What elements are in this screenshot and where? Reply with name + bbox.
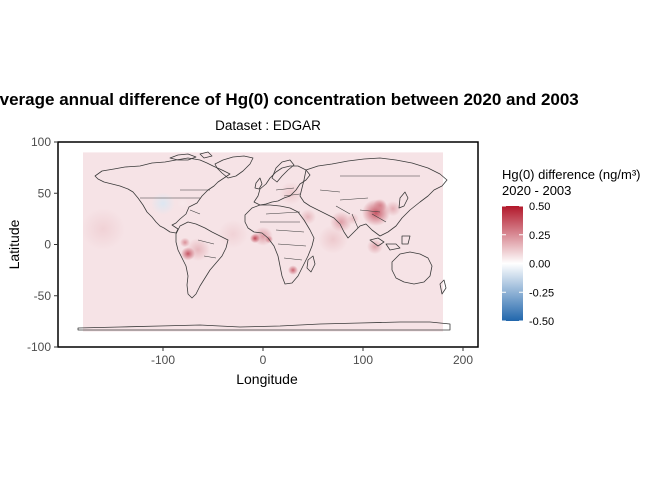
colorbar-tick-label: 0.50 (529, 201, 550, 213)
chart-title: Average annual difference of Hg(0) conce… (0, 90, 672, 114)
heatmap-hotspot (181, 247, 195, 261)
coastline-layer (77, 151, 451, 331)
y-tick-label: -50 (34, 289, 52, 303)
coastline-scandinavia (271, 159, 295, 183)
x-tick-label: 200 (453, 353, 473, 367)
coastline-indonesia (369, 235, 411, 251)
heatmap-hotspot (180, 237, 190, 248)
heatmap-hotspot (373, 198, 387, 213)
chart-subtitle: Dataset : EDGAR (215, 118, 321, 133)
colorbar-tick-label: -0.50 (529, 316, 554, 328)
x-tick-label: 0 (260, 353, 267, 367)
coastline-north-america (94, 157, 231, 234)
y-tick-label: 0 (44, 238, 51, 252)
heatmap-hotspot (385, 201, 401, 217)
heatmap-hotspot (300, 209, 316, 225)
colorbar-tick-label: -0.25 (529, 287, 554, 299)
heatmap-hotspot (250, 233, 260, 244)
x-tick-label: -100 (151, 353, 175, 367)
heatmap-hotspot (151, 192, 175, 215)
coastline-uk (254, 177, 263, 190)
heatmap-hotspot (279, 181, 303, 205)
coastline-greenland (214, 155, 254, 179)
colorbar-tick-label: 0.00 (529, 259, 550, 271)
x-axis-title: Longitude (236, 371, 298, 387)
heatmap-hotspot (318, 225, 348, 254)
colorbar-ticks: 0.50 0.25 0.00 -0.25 -0.50 (502, 201, 554, 328)
y-tick-label: -100 (27, 340, 51, 354)
y-axis-title: Latitude (6, 219, 22, 269)
colorbar (502, 206, 523, 321)
country-borders (140, 175, 420, 261)
coastline-japan (398, 191, 409, 209)
colorbar-tick-label: 0.25 (529, 230, 550, 242)
heatmap-hotspot (347, 213, 359, 225)
heatmap-hotspot (367, 238, 383, 255)
heatmap-layer (83, 152, 443, 332)
heatmap-hotspot (177, 197, 189, 210)
coastline-antarctica (77, 321, 451, 331)
coastline-asia (299, 157, 448, 239)
colorbar-title: Hg(0) difference (ng/m³) (502, 167, 641, 182)
heatmap-hotspot (288, 265, 298, 275)
heatmap-hotspot (83, 208, 125, 251)
coastline-australia (391, 251, 433, 285)
coastline-madagascar (306, 255, 316, 273)
axes: -100 0 100 200 -100 -50 0 50 100 Longitude Latitud… (6, 135, 473, 387)
heatmap-hotspot (218, 220, 248, 249)
coastline-europe (253, 165, 311, 206)
coastline-arctic-islands (169, 151, 213, 161)
coastline-south-america (175, 221, 229, 299)
y-tick-label: 50 (38, 186, 52, 200)
y-tick-label: 100 (31, 135, 51, 149)
colorbar-subtitle: 2020 - 2003 (502, 183, 572, 198)
coastline-new-zealand (439, 279, 447, 295)
coastline-africa (244, 204, 315, 285)
x-tick-label: 100 (353, 353, 373, 367)
chart-title-text: Average annual difference of Hg(0) conce… (0, 90, 579, 109)
